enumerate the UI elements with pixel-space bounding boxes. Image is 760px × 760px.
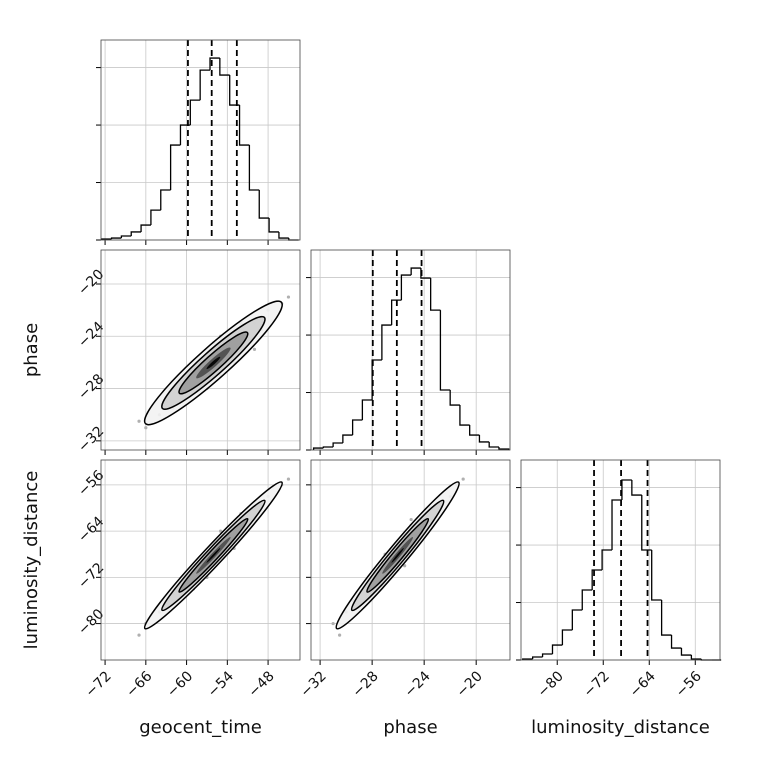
x-axis-label: geocent_time	[139, 717, 262, 738]
histogram-step	[209, 57, 220, 71]
histogram-step	[690, 655, 702, 660]
histogram-step	[478, 435, 490, 443]
histogram-step	[120, 235, 132, 239]
histogram-step	[258, 190, 270, 219]
sample-point	[137, 419, 141, 423]
panel-frame	[100, 39, 301, 241]
histogram-step	[390, 299, 402, 326]
histogram-step	[332, 442, 343, 448]
y-axis-label: phase	[21, 323, 42, 377]
x-tick-label: −20	[454, 668, 486, 700]
panel-background	[311, 460, 510, 660]
histogram-step	[551, 644, 563, 655]
histogram-step	[601, 549, 613, 570]
sample-point	[461, 477, 465, 481]
histogram-step	[150, 209, 161, 226]
histogram-step	[439, 310, 451, 391]
sample-point	[252, 347, 257, 351]
x-tick-label: −64	[627, 668, 659, 700]
histogram-step	[160, 189, 171, 211]
panel-background	[311, 250, 510, 450]
histogram-step	[581, 589, 593, 610]
histogram-step	[680, 648, 692, 656]
x-tick-label: −80	[535, 668, 567, 700]
histogram-step	[140, 224, 151, 232]
histogram-step	[651, 550, 662, 601]
histogram-step	[381, 324, 392, 360]
x-tick-label: −60	[164, 668, 196, 700]
histogram-step	[278, 231, 289, 239]
histogram-step	[169, 144, 181, 190]
histogram-step	[400, 274, 412, 301]
panel-frame	[310, 459, 511, 661]
sample-point	[144, 426, 148, 430]
sample-point	[409, 517, 413, 522]
x-tick-label: −54	[205, 668, 237, 700]
histogram-step	[342, 434, 353, 443]
histogram-step	[611, 499, 622, 550]
histogram-step	[189, 99, 201, 126]
histogram-step	[449, 390, 460, 406]
density-contour	[391, 548, 404, 563]
panel-frame	[310, 249, 511, 451]
histogram-step	[312, 447, 324, 450]
panel-frame	[520, 459, 721, 661]
x-axis-label: luminosity_distance	[531, 717, 710, 738]
histogram-step	[199, 69, 211, 101]
histogram-step	[531, 656, 543, 659]
histogram-step	[631, 480, 642, 496]
panel-frame	[100, 249, 301, 451]
sample-point	[338, 633, 342, 637]
panel-frame	[100, 459, 301, 661]
x-axis-label: phase	[383, 717, 437, 738]
histogram-step	[351, 419, 363, 436]
histogram-step	[219, 58, 230, 76]
histogram-step	[541, 653, 553, 658]
histogram-step	[430, 278, 441, 311]
histogram-step	[322, 446, 334, 449]
histogram-step	[670, 635, 682, 649]
histogram-step	[561, 629, 573, 646]
histogram-step	[179, 124, 191, 146]
sample-point	[218, 529, 223, 533]
histogram-step	[238, 105, 250, 146]
y-axis-label: luminosity_distance	[21, 471, 42, 650]
histogram-step	[459, 405, 470, 426]
histogram-step	[410, 267, 421, 276]
density-contour	[206, 548, 221, 563]
x-tick-label: −28	[350, 668, 382, 700]
sample-point	[331, 621, 335, 626]
sample-point	[286, 295, 291, 299]
histogram-step	[361, 399, 373, 420]
x-tick-label: −32	[298, 668, 330, 700]
histogram-step	[660, 600, 672, 636]
sample-point	[286, 477, 291, 481]
x-tick-label: −72	[83, 668, 115, 700]
histogram-step	[110, 237, 122, 239]
x-tick-label: −66	[123, 668, 155, 700]
panel-background	[101, 250, 300, 450]
x-tick-label: −56	[673, 668, 705, 700]
histogram-step	[498, 447, 510, 450]
histogram-step	[469, 425, 480, 436]
sample-point	[137, 633, 141, 637]
histogram-step	[571, 609, 583, 630]
x-tick-label: −24	[402, 668, 434, 700]
histogram-step	[268, 218, 279, 233]
histogram-step	[130, 231, 142, 236]
density-contour	[206, 356, 221, 370]
histogram-step	[591, 569, 603, 590]
sample-point	[403, 564, 407, 568]
x-tick-label: −72	[581, 668, 613, 700]
histogram-step	[248, 145, 260, 191]
x-tick-label: −48	[246, 668, 278, 700]
histogram-step	[488, 441, 499, 448]
